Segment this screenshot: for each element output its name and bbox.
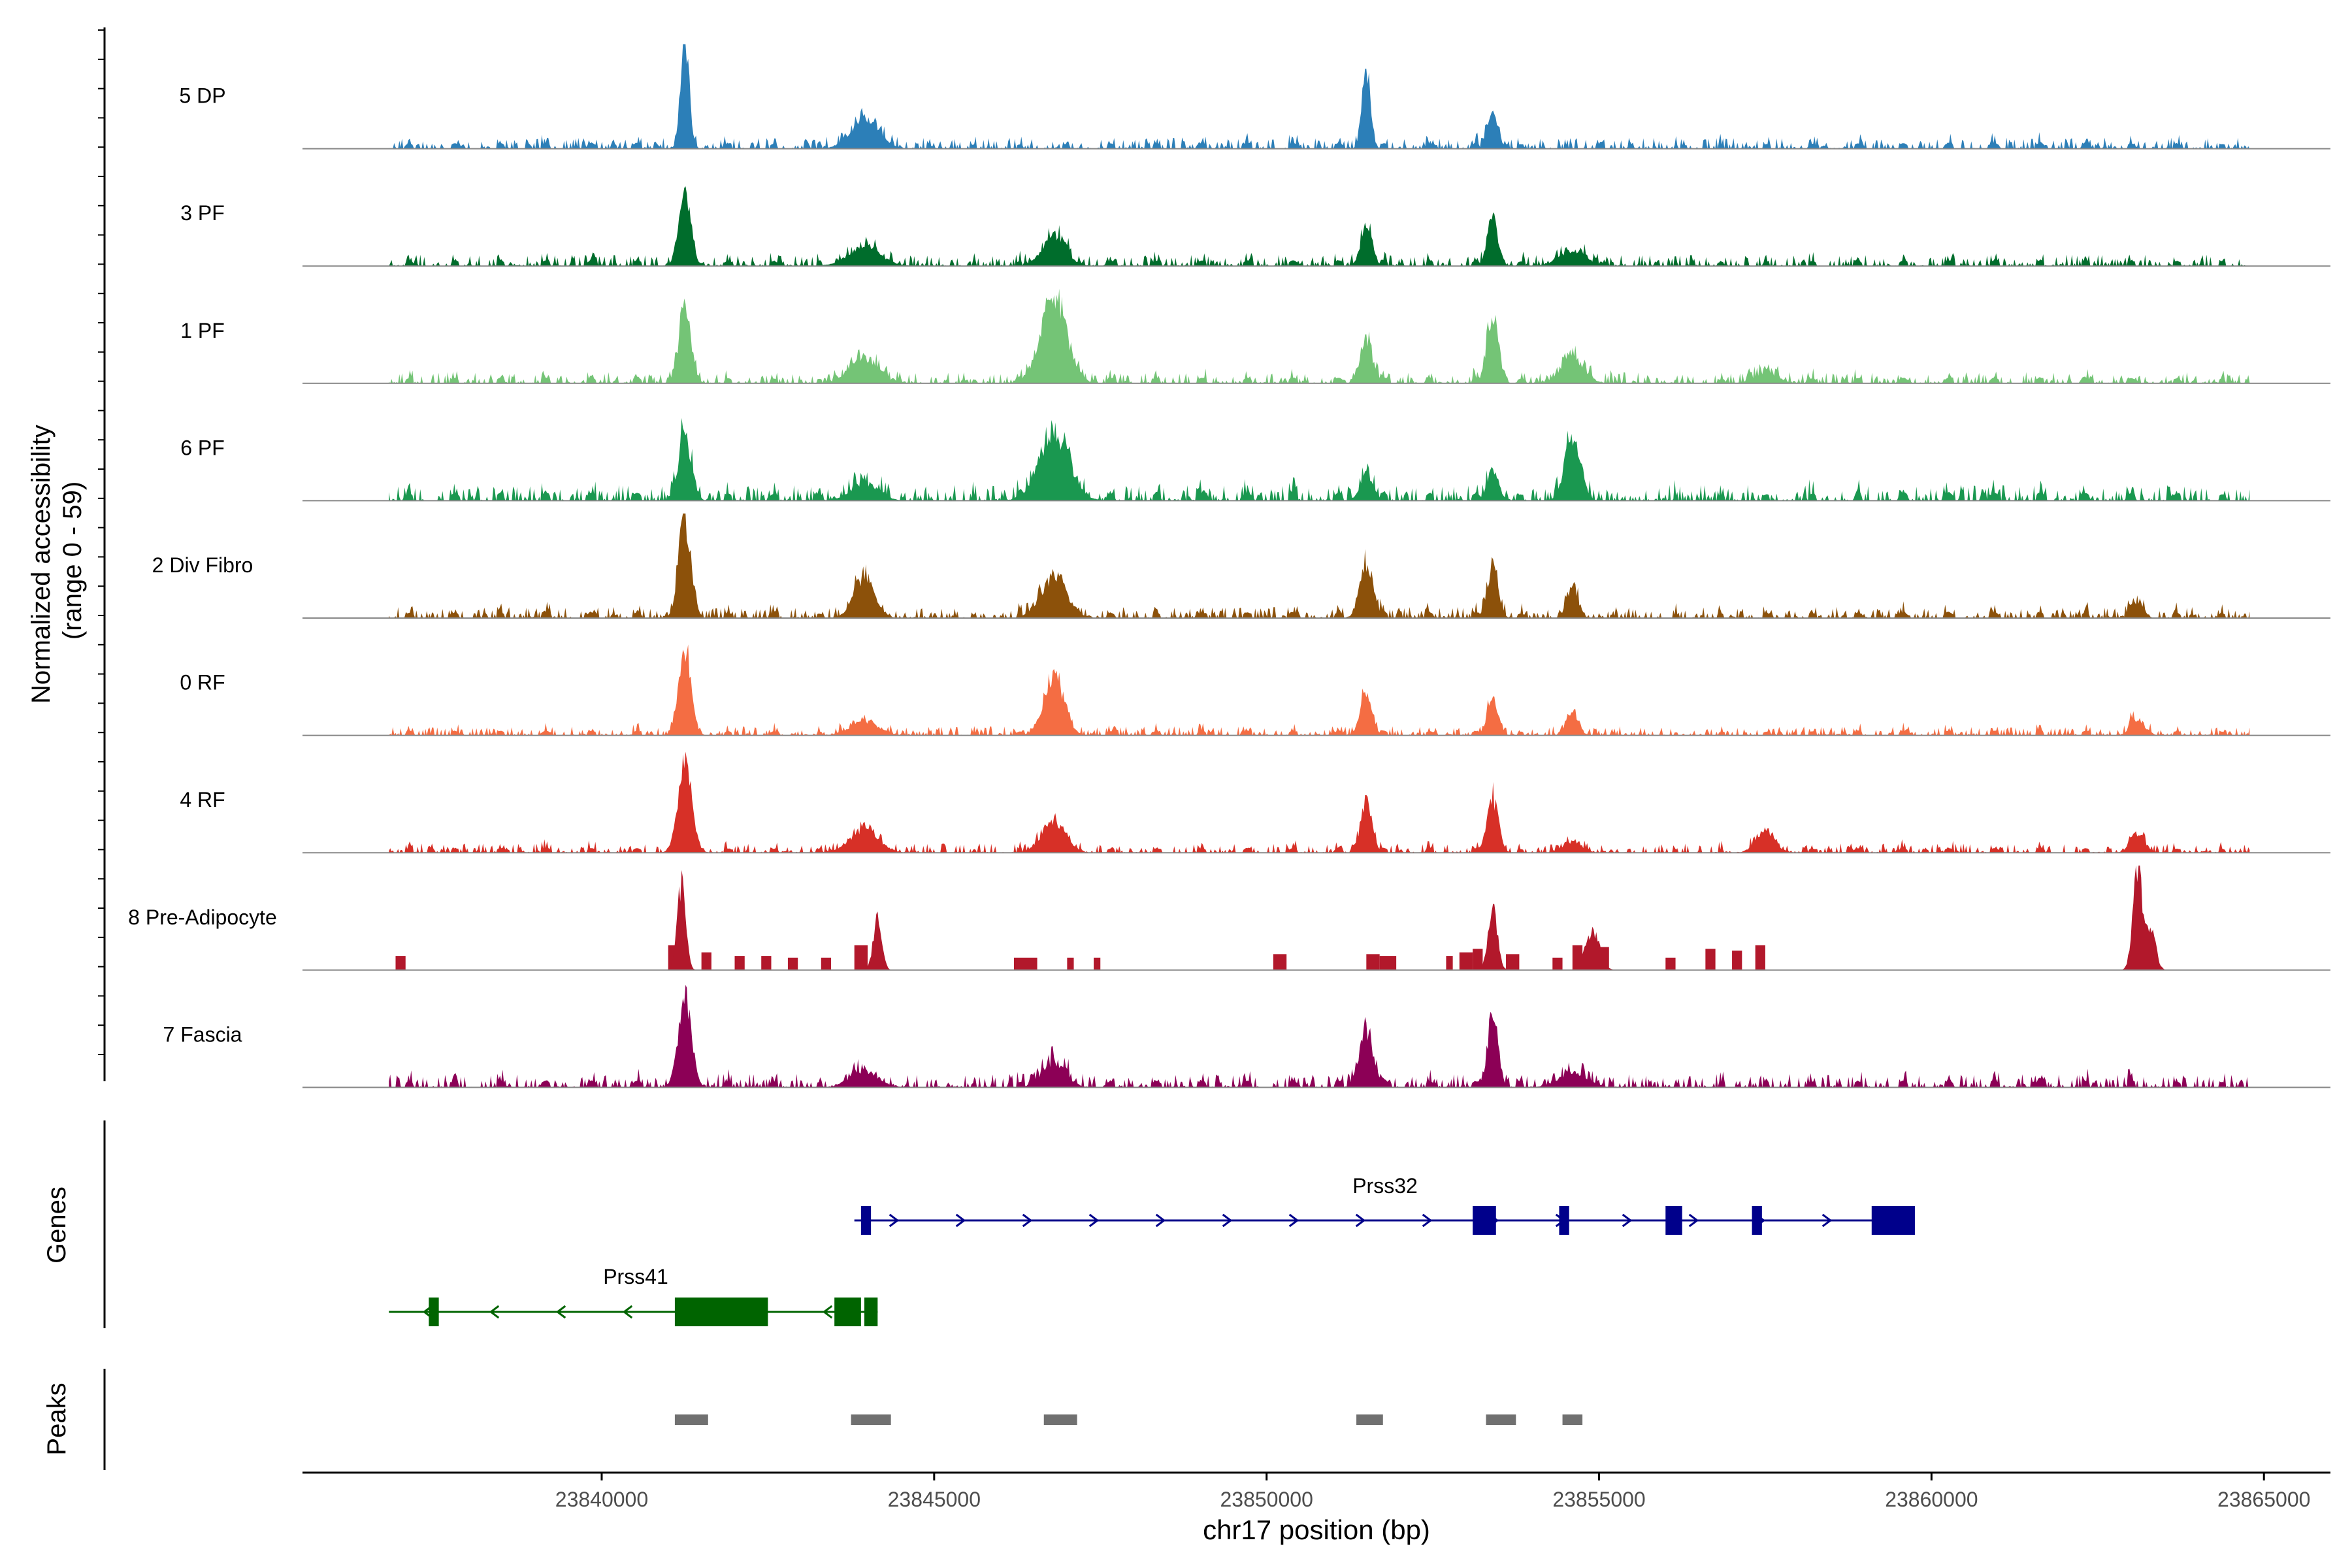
peaks-panel-label: Peaks [42, 1382, 71, 1455]
exon [1559, 1206, 1569, 1235]
peak-region [674, 1414, 708, 1425]
strand-arrow [555, 1305, 566, 1319]
coverage-block [854, 945, 868, 970]
coverage-area [389, 514, 2250, 618]
strand-arrow [1022, 1213, 1033, 1228]
strand-arrow [889, 1213, 900, 1228]
exon [674, 1298, 768, 1326]
x-tick-label: 23865000 [2217, 1488, 2310, 1511]
strand-arrow [1355, 1213, 1366, 1228]
track-6: 4 RF [180, 751, 2330, 854]
y-axis-title-line1: Normalized accessibility [27, 425, 56, 704]
track-label: 7 Fascia [163, 1022, 242, 1046]
exon [429, 1298, 439, 1326]
x-tick-label: 23845000 [888, 1488, 981, 1511]
strand-arrow [1688, 1213, 1699, 1228]
coverage-block [395, 956, 406, 970]
coverage-block [1473, 949, 1483, 970]
coverage-block [1732, 950, 1742, 970]
track-4: 2 Div Fibro [152, 514, 2330, 619]
track-1: 3 PF [180, 186, 2330, 267]
track-label: 2 Div Fibro [152, 553, 253, 577]
x-axis-ticks: 23840000 23845000 23850000 23855000 23860000… [555, 1473, 2310, 1511]
coverage-block [1094, 957, 1101, 970]
strand-arrow [622, 1305, 633, 1319]
exon [1752, 1206, 1762, 1235]
exon [1665, 1206, 1682, 1235]
coverage-block [787, 957, 798, 970]
genes-panel: Prss32 Prss41 [389, 1174, 1915, 1326]
peak-region [851, 1414, 891, 1425]
track-2: 1 PF [180, 288, 2330, 384]
track-5: 0 RF [180, 644, 2330, 736]
coverage-block [1665, 957, 1676, 970]
exon [860, 1206, 872, 1235]
peak-region [1356, 1414, 1383, 1425]
x-tick-label: 23860000 [1885, 1488, 1978, 1511]
exon [834, 1298, 861, 1326]
exon [1871, 1206, 1915, 1235]
track-label: 4 RF [180, 788, 225, 811]
track-label: 3 PF [180, 201, 225, 225]
x-axis-title: chr17 position (bp) [1203, 1514, 1430, 1545]
track-label: 0 RF [180, 671, 225, 694]
track-3: 6 PF [180, 417, 2330, 502]
peak-region [1486, 1414, 1516, 1425]
strand-arrow [1288, 1213, 1299, 1228]
peak-region [1043, 1414, 1077, 1425]
coverage-block [1552, 957, 1563, 970]
coverage-block [701, 952, 711, 970]
coverage-block [734, 956, 745, 970]
track-7: 8 Pre-Adipocyte [128, 865, 2330, 971]
x-tick-label: 23850000 [1220, 1488, 1313, 1511]
coverage-block [1273, 954, 1287, 970]
track-label: 5 DP [179, 84, 225, 108]
coverage-block [1379, 956, 1397, 970]
exon [864, 1298, 878, 1326]
coverage-block [1755, 945, 1765, 970]
gene-Prss32: Prss32 [854, 1174, 1915, 1235]
gene-Prss41: Prss41 [389, 1265, 878, 1326]
gene-name-label: Prss32 [1352, 1174, 1418, 1198]
coverage-block [1446, 956, 1453, 970]
y-axis-title-line2: (range 0 - 59) [58, 482, 87, 640]
gene-name-label: Prss41 [603, 1265, 668, 1288]
strand-arrow [1821, 1213, 1833, 1228]
coverage-block [1366, 954, 1380, 970]
coverage-block [1067, 957, 1074, 970]
coverage-block [1506, 954, 1520, 970]
peaks-panel [674, 1414, 1583, 1425]
coverage-y-ticks [98, 29, 105, 1055]
coverage-block [761, 956, 772, 970]
track-label: 8 Pre-Adipocyte [128, 906, 277, 929]
strand-arrow [1422, 1213, 1433, 1228]
strand-arrow [822, 1305, 833, 1319]
strand-arrow [1222, 1213, 1233, 1228]
track-label: 6 PF [180, 436, 225, 459]
y-axis-title: Normalized accessibility (range 0 - 59) [27, 417, 87, 704]
coverage-block [1459, 952, 1473, 970]
strand-arrow [1088, 1213, 1100, 1228]
strand-arrow [955, 1213, 966, 1228]
coverage-area [389, 417, 2250, 501]
track-8: 7 Fascia [163, 985, 2330, 1088]
x-tick-label: 23855000 [1552, 1488, 1645, 1511]
strand-arrow [1622, 1213, 1633, 1228]
coverage-block [1705, 949, 1716, 970]
genes-panel-label: Genes [42, 1186, 71, 1264]
coverage-block [821, 957, 832, 970]
strand-arrow [1155, 1213, 1166, 1228]
strand-arrow [489, 1305, 500, 1319]
x-tick-label: 23840000 [555, 1488, 648, 1511]
peak-region [1562, 1414, 1583, 1425]
track-0: 5 DP [179, 44, 2330, 150]
coverage-tracks: 5 DP 3 PF 1 PF 6 PF 2 Div Fibro 0 RF 4 RF 8 Pre… [128, 44, 2330, 1088]
coverage-block [1013, 957, 1037, 970]
exon [1473, 1206, 1496, 1235]
track-label: 1 PF [180, 319, 225, 342]
